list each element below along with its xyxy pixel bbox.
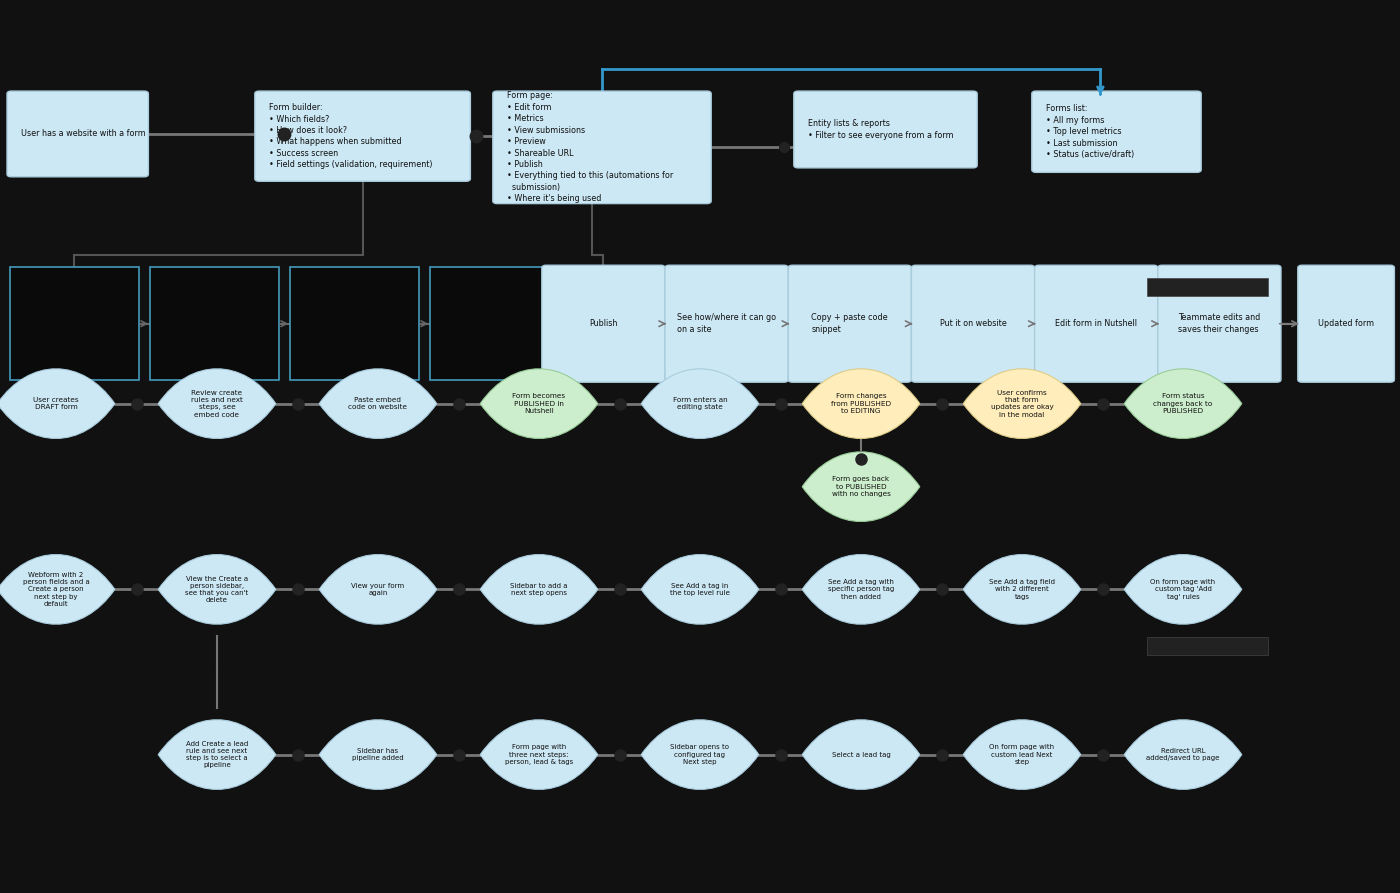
- Text: Redirect URL
added/saved to page: Redirect URL added/saved to page: [1147, 748, 1219, 761]
- Text: Teammate edits and
saves their changes: Teammate edits and saves their changes: [1179, 313, 1260, 334]
- PathPatch shape: [480, 720, 598, 789]
- PathPatch shape: [963, 555, 1081, 624]
- Text: Sidebar to add a
next step opens: Sidebar to add a next step opens: [510, 583, 568, 596]
- Text: Updated form: Updated form: [1317, 319, 1375, 329]
- FancyBboxPatch shape: [794, 91, 977, 168]
- PathPatch shape: [1124, 720, 1242, 789]
- Text: View your form
again: View your form again: [351, 583, 405, 596]
- Text: User confirms
that form
updates are okay
in the modal: User confirms that form updates are okay…: [991, 389, 1053, 418]
- FancyBboxPatch shape: [1147, 278, 1268, 296]
- Text: Form page with
three next steps:
person, lead & tags: Form page with three next steps: person,…: [505, 745, 573, 764]
- Text: Form enters an
editing state: Form enters an editing state: [672, 397, 728, 410]
- PathPatch shape: [802, 720, 920, 789]
- PathPatch shape: [963, 720, 1081, 789]
- Text: Forms list:
• All my forms
• Top level metrics
• Last submission
• Status (activ: Forms list: • All my forms • Top level m…: [1046, 104, 1134, 159]
- PathPatch shape: [802, 452, 920, 522]
- Text: Put it on website: Put it on website: [939, 319, 1007, 329]
- PathPatch shape: [158, 555, 276, 624]
- FancyBboxPatch shape: [493, 91, 711, 204]
- PathPatch shape: [158, 720, 276, 789]
- Text: Sidebar has
pipeline added: Sidebar has pipeline added: [353, 748, 403, 761]
- PathPatch shape: [963, 369, 1081, 438]
- FancyBboxPatch shape: [10, 267, 139, 380]
- Text: Webform with 2
person fields and a
Create a person
next step by
default: Webform with 2 person fields and a Creat…: [22, 572, 90, 607]
- Text: On form page with
custom lead Next
step: On form page with custom lead Next step: [990, 745, 1054, 764]
- PathPatch shape: [0, 369, 115, 438]
- PathPatch shape: [1124, 555, 1242, 624]
- Text: See Add a tag in
the top level rule: See Add a tag in the top level rule: [671, 583, 729, 596]
- Text: Form builder:
• Which fields?
• How does it look?
• What happens when submitted
: Form builder: • Which fields? • How does…: [269, 103, 433, 170]
- Text: See Add a tag with
specific person tag
then added: See Add a tag with specific person tag t…: [827, 580, 895, 599]
- FancyBboxPatch shape: [911, 265, 1035, 382]
- Text: Edit form in Nutshell: Edit form in Nutshell: [1056, 319, 1137, 329]
- Text: See how/where it can go
on a site: See how/where it can go on a site: [678, 313, 776, 334]
- PathPatch shape: [319, 555, 437, 624]
- Text: Form status
changes back to
PUBLISHED: Form status changes back to PUBLISHED: [1154, 394, 1212, 413]
- PathPatch shape: [641, 555, 759, 624]
- Text: Add Create a lead
rule and see next
step is to select a
pipeline: Add Create a lead rule and see next step…: [186, 740, 248, 769]
- PathPatch shape: [480, 369, 598, 438]
- FancyBboxPatch shape: [788, 265, 911, 382]
- FancyBboxPatch shape: [255, 91, 470, 181]
- PathPatch shape: [802, 555, 920, 624]
- FancyBboxPatch shape: [1147, 637, 1268, 655]
- Text: Form page:
• Edit form
• Metrics
• View submissions
• Preview
• Shareable URL
• : Form page: • Edit form • Metrics • View …: [507, 91, 673, 204]
- FancyBboxPatch shape: [7, 91, 148, 177]
- FancyBboxPatch shape: [1298, 265, 1394, 382]
- Text: On form page with
custom tag 'Add
tag' rules: On form page with custom tag 'Add tag' r…: [1151, 580, 1215, 599]
- FancyBboxPatch shape: [1158, 265, 1281, 382]
- Text: Entity lists & reports
• Filter to see everyone from a form: Entity lists & reports • Filter to see e…: [808, 120, 953, 139]
- FancyBboxPatch shape: [150, 267, 279, 380]
- Text: See Add a tag field
with 2 different
tags: See Add a tag field with 2 different tag…: [988, 580, 1056, 599]
- FancyBboxPatch shape: [542, 265, 665, 382]
- PathPatch shape: [641, 720, 759, 789]
- Text: Publish: Publish: [589, 319, 617, 329]
- PathPatch shape: [802, 369, 920, 438]
- Text: Copy + paste code
snippet: Copy + paste code snippet: [812, 313, 888, 334]
- Text: Review create
rules and next
steps, see
embed code: Review create rules and next steps, see …: [190, 389, 244, 418]
- Text: View the Create a
person sidebar,
see that you can't
delete: View the Create a person sidebar, see th…: [185, 575, 249, 604]
- Text: User has a website with a form: User has a website with a form: [21, 129, 146, 138]
- Text: Select a lead tag: Select a lead tag: [832, 752, 890, 757]
- Text: Form becomes
PUBLISHED in
Nutshell: Form becomes PUBLISHED in Nutshell: [512, 394, 566, 413]
- PathPatch shape: [1124, 369, 1242, 438]
- FancyBboxPatch shape: [290, 267, 419, 380]
- PathPatch shape: [480, 555, 598, 624]
- FancyBboxPatch shape: [1035, 265, 1158, 382]
- PathPatch shape: [158, 369, 276, 438]
- PathPatch shape: [319, 720, 437, 789]
- Text: Paste embed
code on website: Paste embed code on website: [349, 397, 407, 410]
- Text: Form changes
from PUBLISHED
to EDITING: Form changes from PUBLISHED to EDITING: [832, 394, 890, 413]
- FancyBboxPatch shape: [430, 267, 559, 380]
- Text: Form goes back
to PUBLISHED
with no changes: Form goes back to PUBLISHED with no chan…: [832, 477, 890, 497]
- PathPatch shape: [319, 369, 437, 438]
- Text: User creates
DRAFT form: User creates DRAFT form: [34, 397, 78, 410]
- PathPatch shape: [641, 369, 759, 438]
- PathPatch shape: [0, 555, 115, 624]
- Text: Sidebar opens to
configured tag
Next step: Sidebar opens to configured tag Next ste…: [671, 745, 729, 764]
- FancyBboxPatch shape: [1032, 91, 1201, 172]
- FancyBboxPatch shape: [665, 265, 788, 382]
